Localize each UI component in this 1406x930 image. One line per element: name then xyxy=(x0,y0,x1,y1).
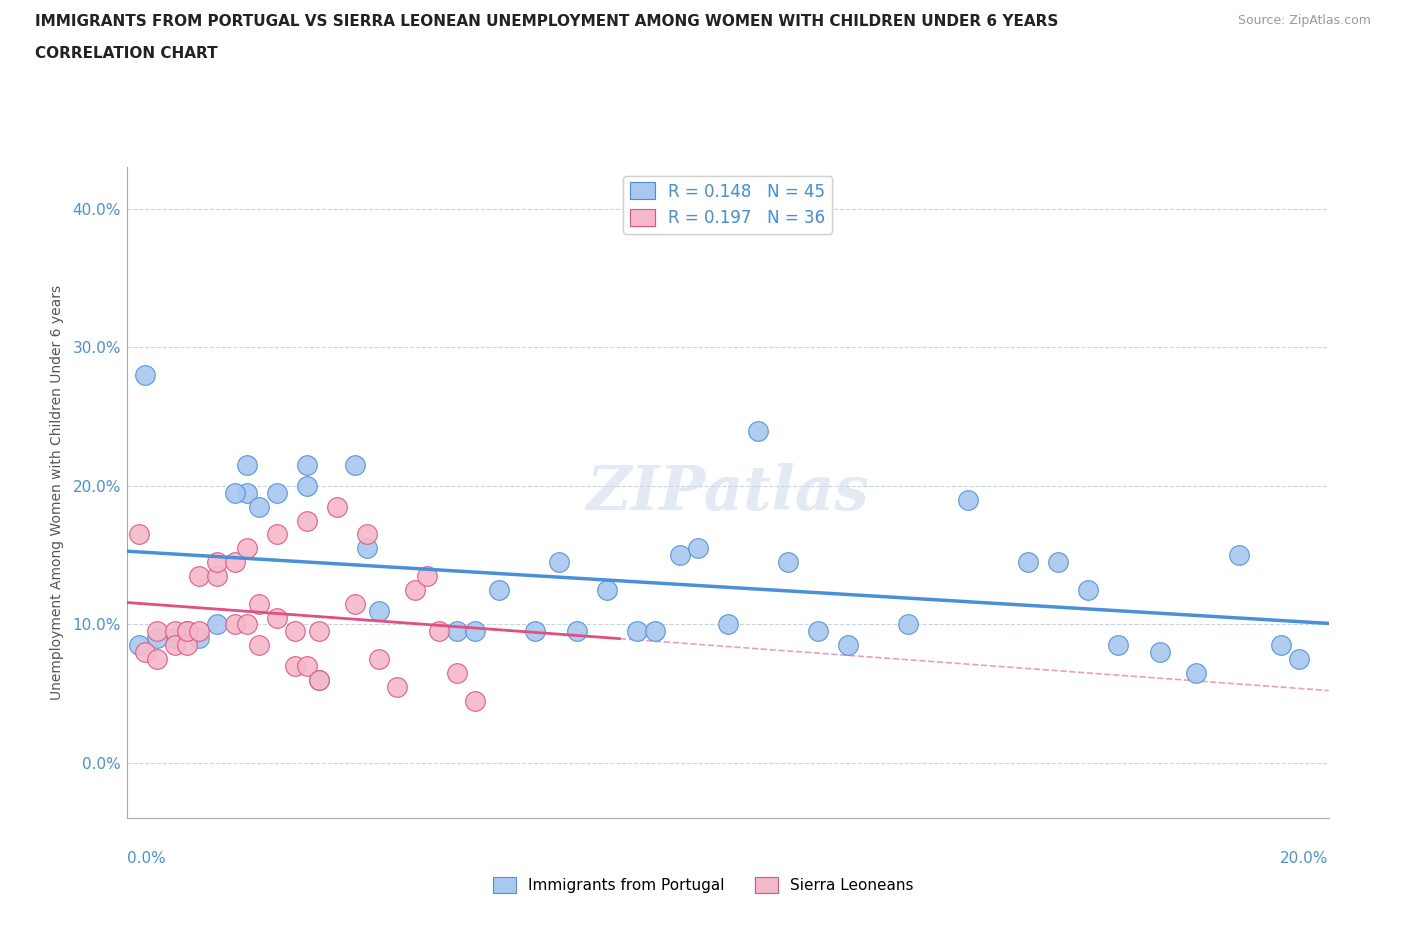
Point xyxy=(128,638,150,653)
Text: IMMIGRANTS FROM PORTUGAL VS SIERRA LEONEAN UNEMPLOYMENT AMONG WOMEN WITH CHILDRE: IMMIGRANTS FROM PORTUGAL VS SIERRA LEONE… xyxy=(35,14,1059,29)
Legend: R = 0.148   N = 45, R = 0.197   N = 36: R = 0.148 N = 45, R = 0.197 N = 36 xyxy=(623,176,832,233)
Point xyxy=(356,527,378,542)
Point xyxy=(163,624,186,639)
Point xyxy=(416,568,439,583)
Point xyxy=(668,548,690,563)
Point xyxy=(235,617,259,631)
Point xyxy=(897,617,920,631)
Point xyxy=(187,631,209,645)
Point xyxy=(837,638,859,653)
Point xyxy=(1227,548,1250,563)
Text: CORRELATION CHART: CORRELATION CHART xyxy=(35,46,218,61)
Point xyxy=(644,624,666,639)
Point xyxy=(284,658,307,673)
Point xyxy=(776,554,799,569)
Point xyxy=(295,479,318,494)
Point xyxy=(343,458,366,472)
Point xyxy=(343,596,366,611)
Point xyxy=(187,624,209,639)
Point xyxy=(266,610,288,625)
Point xyxy=(368,652,391,667)
Point xyxy=(205,568,228,583)
Text: 20.0%: 20.0% xyxy=(1281,851,1329,866)
Point xyxy=(446,624,468,639)
Point xyxy=(145,624,167,639)
Point xyxy=(308,624,330,639)
Point xyxy=(163,631,186,645)
Point xyxy=(567,624,589,639)
Point xyxy=(1288,652,1310,667)
Text: ZIPatlas: ZIPatlas xyxy=(586,463,869,523)
Point xyxy=(145,631,167,645)
Point xyxy=(128,527,150,542)
Point xyxy=(747,423,769,438)
Point xyxy=(224,617,246,631)
Legend: Immigrants from Portugal, Sierra Leoneans: Immigrants from Portugal, Sierra Leonean… xyxy=(486,870,920,899)
Point xyxy=(308,672,330,687)
Point xyxy=(163,638,186,653)
Point xyxy=(464,624,486,639)
Point xyxy=(427,624,450,639)
Point xyxy=(266,527,288,542)
Point xyxy=(1077,582,1099,597)
Point xyxy=(295,458,318,472)
Text: Source: ZipAtlas.com: Source: ZipAtlas.com xyxy=(1237,14,1371,27)
Point xyxy=(385,680,408,695)
Point xyxy=(176,638,198,653)
Point xyxy=(295,658,318,673)
Point xyxy=(284,624,307,639)
Point xyxy=(1270,638,1292,653)
Point xyxy=(205,554,228,569)
Point xyxy=(224,485,246,500)
Point xyxy=(176,624,198,639)
Point xyxy=(1017,554,1039,569)
Point xyxy=(488,582,510,597)
Point xyxy=(235,458,259,472)
Point xyxy=(187,568,209,583)
Point xyxy=(295,513,318,528)
Point xyxy=(176,624,198,639)
Point xyxy=(404,582,426,597)
Point xyxy=(626,624,648,639)
Point xyxy=(686,541,709,556)
Point xyxy=(205,617,228,631)
Point xyxy=(134,644,156,659)
Point xyxy=(548,554,571,569)
Point xyxy=(956,492,979,507)
Point xyxy=(134,367,156,382)
Point xyxy=(247,638,270,653)
Point xyxy=(1185,666,1208,681)
Point xyxy=(145,652,167,667)
Y-axis label: Unemployment Among Women with Children Under 6 years: Unemployment Among Women with Children U… xyxy=(51,286,65,700)
Point xyxy=(235,485,259,500)
Point xyxy=(464,693,486,708)
Point xyxy=(807,624,830,639)
Point xyxy=(368,604,391,618)
Point xyxy=(326,499,349,514)
Point xyxy=(266,485,288,500)
Point xyxy=(716,617,740,631)
Text: 0.0%: 0.0% xyxy=(127,851,166,866)
Point xyxy=(1149,644,1171,659)
Point xyxy=(524,624,547,639)
Point xyxy=(224,554,246,569)
Point xyxy=(247,499,270,514)
Point xyxy=(596,582,619,597)
Point xyxy=(356,541,378,556)
Point xyxy=(1107,638,1129,653)
Point xyxy=(446,666,468,681)
Point xyxy=(1047,554,1070,569)
Point xyxy=(308,672,330,687)
Point xyxy=(235,541,259,556)
Point xyxy=(247,596,270,611)
